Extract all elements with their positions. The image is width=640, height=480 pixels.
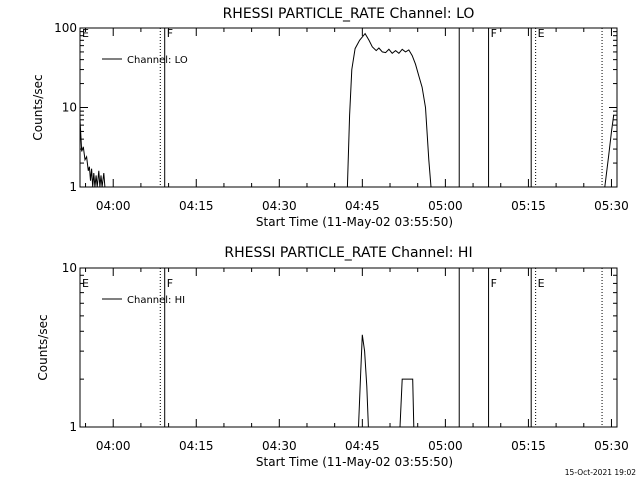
x-tick-label: 04:15 (179, 439, 214, 453)
data-series-line (399, 378, 415, 428)
x-tick-label: 04:15 (179, 199, 214, 213)
y-tick-label: 10 (62, 101, 77, 115)
x-tick-label: 04:00 (96, 199, 131, 213)
x-axis-label: Start Time (11-May-02 03:55:50) (256, 455, 453, 469)
marker-label: E (538, 277, 545, 290)
y-tick-label: 10 (62, 261, 77, 275)
marker-label: E (538, 27, 545, 40)
marker-label: F (491, 277, 497, 290)
data-series-line (604, 115, 615, 188)
x-tick-label: 04:45 (345, 199, 380, 213)
x-axis-label: Start Time (11-May-02 03:55:50) (256, 215, 453, 229)
legend-label: Channel: LO (127, 55, 188, 66)
marker-label: F (167, 277, 173, 290)
x-tick-label: 05:30 (594, 439, 629, 453)
data-series-line (79, 119, 106, 188)
x-tick-label: 05:30 (594, 199, 629, 213)
x-tick-label: 05:15 (511, 199, 546, 213)
x-tick-label: 04:30 (262, 439, 297, 453)
footer-timestamp: 15-Oct-2021 19:02 (565, 468, 636, 477)
data-series-line (358, 334, 369, 428)
x-tick-label: 04:30 (262, 199, 297, 213)
y-tick-label: 1 (69, 420, 77, 434)
marker-label: E (82, 27, 89, 40)
chart-title: RHESSI PARTICLE_RATE Channel: LO (223, 6, 475, 22)
x-tick-label: 05:00 (428, 199, 463, 213)
legend-label: Channel: HI (127, 295, 185, 306)
x-tick-label: 05:15 (511, 439, 546, 453)
y-tick-label: 1 (69, 180, 77, 194)
x-tick-label: 04:45 (345, 439, 380, 453)
marker-label: E (82, 277, 89, 290)
x-tick-label: 05:00 (428, 439, 463, 453)
marker-label: F (491, 27, 497, 40)
chart-panel-hi: RHESSI PARTICLE_RATE Channel: HI Counts/s… (36, 245, 629, 469)
x-tick-label: 04:00 (96, 439, 131, 453)
chart-panel-lo: RHESSI PARTICLE_RATE Channel: LO Counts/s… (31, 6, 629, 229)
chart-title: RHESSI PARTICLE_RATE Channel: HI (224, 245, 472, 261)
y-tick-label: 100 (54, 21, 77, 35)
y-axis-label: Counts/sec (31, 74, 45, 140)
y-axis-label: Counts/sec (36, 314, 50, 380)
data-series-line (346, 32, 432, 188)
marker-label: F (167, 27, 173, 40)
plot-frame (79, 267, 618, 428)
